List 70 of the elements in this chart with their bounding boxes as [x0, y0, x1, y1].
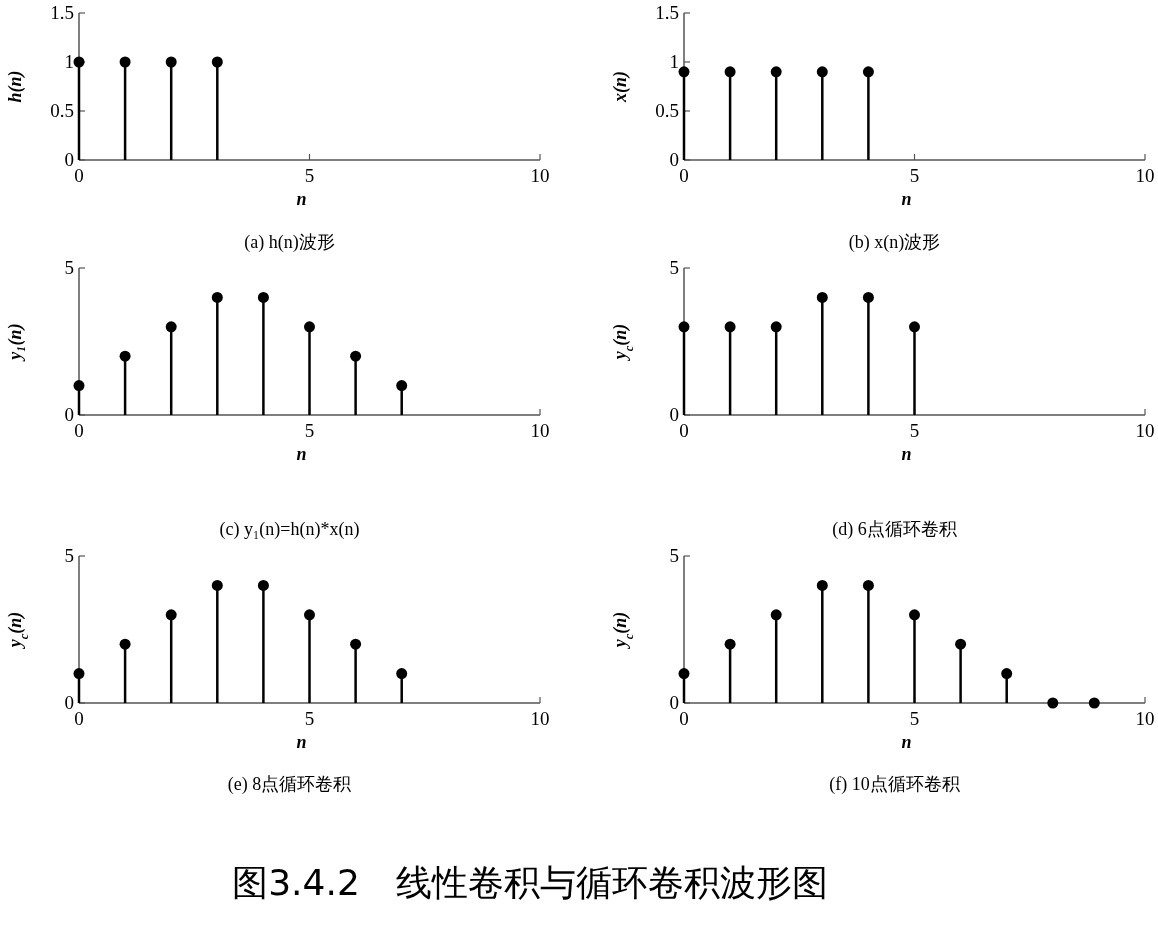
y-tick-label: 5 — [64, 257, 74, 278]
x-tick-label: 5 — [304, 165, 315, 186]
x-axis-title: n — [296, 189, 307, 209]
y-tick-label: 1.5 — [655, 2, 679, 23]
x-tick-label: 5 — [304, 708, 315, 729]
point — [165, 321, 177, 333]
y-axis-title: y₁(n) — [5, 323, 26, 362]
point — [73, 668, 85, 680]
point — [862, 579, 874, 591]
y-tick-label: 1 — [64, 51, 74, 72]
text: (e) 8点循环卷积 — [227, 774, 352, 795]
point — [396, 380, 408, 392]
y-tick-label: 0.5 — [655, 100, 679, 121]
y-axis-title: x(n) — [610, 71, 631, 103]
x-tick-label: 10 — [1135, 708, 1155, 729]
point — [1088, 697, 1100, 709]
text: (f) 10点循环卷积 — [829, 774, 960, 795]
text: (a) h(n)波形 — [244, 232, 335, 253]
y-tick-label: 0.5 — [50, 100, 74, 121]
text: 图3.4.2 线性卷积与循环卷积波形图 — [232, 862, 828, 903]
point — [724, 638, 736, 650]
point — [816, 579, 828, 591]
x-tick-label: 5 — [909, 708, 920, 729]
x-tick-label: 5 — [909, 420, 920, 441]
x-axis-title: n — [296, 444, 307, 464]
y-tick-label: 5 — [669, 545, 679, 566]
point — [165, 609, 177, 621]
point — [678, 668, 690, 680]
y-tick-label: 0 — [669, 149, 679, 170]
point — [304, 609, 315, 621]
y-tick-label: 0 — [64, 149, 74, 170]
point — [211, 579, 223, 591]
point — [257, 579, 269, 591]
x-tick-label: 10 — [530, 420, 550, 441]
y-tick-label: 0 — [64, 404, 74, 425]
text: (b) x(n)波形 — [848, 232, 941, 253]
x-tick-label: 5 — [909, 165, 920, 186]
point — [304, 321, 315, 333]
y-axis-title: h(n) — [5, 70, 26, 103]
y-tick-label: 5 — [64, 545, 74, 566]
y-tick-label: 5 — [669, 257, 679, 278]
point — [955, 638, 967, 650]
x-tick-label: 10 — [530, 165, 550, 186]
y-tick-label: 0 — [669, 692, 679, 713]
text: (d) 6点循环卷积 — [832, 519, 957, 540]
point — [73, 380, 85, 392]
y-tick-label: 0 — [64, 692, 74, 713]
point — [350, 350, 362, 362]
point — [350, 638, 362, 650]
x-axis-title: n — [901, 444, 912, 464]
x-axis-title: n — [901, 189, 912, 209]
point — [1001, 668, 1013, 680]
point — [119, 350, 131, 362]
point — [396, 668, 408, 680]
point — [1047, 697, 1059, 709]
x-tick-label: 10 — [1135, 420, 1155, 441]
y-tick-label: 1.5 — [50, 2, 74, 23]
point — [119, 638, 131, 650]
point — [257, 291, 269, 303]
point — [211, 291, 223, 303]
x-axis-title: n — [901, 732, 912, 752]
point — [770, 609, 782, 621]
x-tick-label: 10 — [530, 708, 550, 729]
x-tick-label: 5 — [304, 420, 315, 441]
x-tick-label: 10 — [1135, 165, 1155, 186]
point — [909, 609, 920, 621]
x-axis-title: n — [296, 732, 307, 752]
text: (c) y₁(n)=h(n)*x(n) — [219, 519, 360, 540]
y-tick-label: 0 — [669, 404, 679, 425]
y-tick-label: 1 — [669, 51, 679, 72]
